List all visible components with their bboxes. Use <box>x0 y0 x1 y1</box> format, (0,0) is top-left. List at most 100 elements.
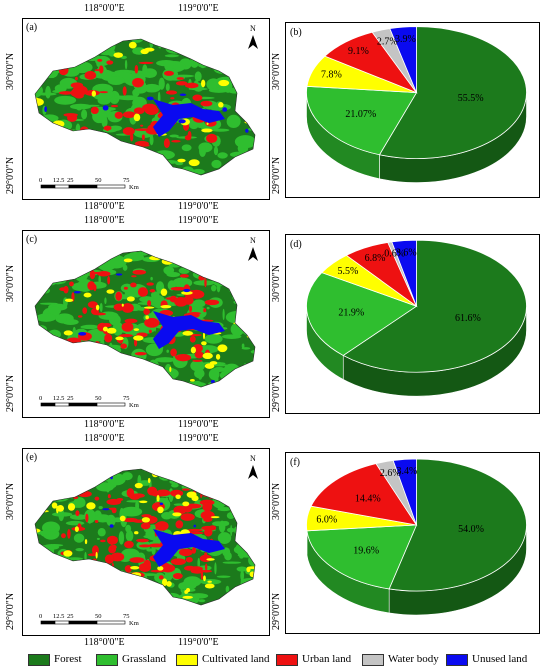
legend-swatch-grassland <box>96 654 118 666</box>
legend: Forest Grassland Cultivated land Urban l… <box>0 648 550 672</box>
pie-chart-d: 61.6% 21.9% 5.5% 6.8%0.6%3.6% <box>306 239 527 397</box>
lat-left-label: 29°0'0"N <box>5 592 16 630</box>
north-arrow-icon: N <box>248 454 258 479</box>
pie-data-label-grassland: 19.6% <box>353 546 379 557</box>
panel-label-f: (f) <box>290 457 300 468</box>
north-arrow-icon: N <box>248 236 258 261</box>
map-panel-1: (c) N 0 12.5 25 50 75 Km <box>22 230 270 418</box>
scale-tick-label: 75 <box>123 613 130 620</box>
pie-slice-unused <box>391 239 417 307</box>
lat-right-label: 29°0'0"N <box>271 592 282 630</box>
lon-bottom-label: 118°0'0"E <box>84 637 125 648</box>
svg-text:N: N <box>250 454 256 463</box>
north-arrow-icon: N <box>248 24 258 49</box>
panel-label-map-0: (a) <box>26 22 38 33</box>
scale-unit: Km <box>129 184 139 191</box>
pie-slice-forest <box>388 458 527 592</box>
legend-label-cultivated: Cultivated land <box>202 653 270 665</box>
svg-text:N: N <box>250 236 256 245</box>
lat-left-label: 30°0'0"N <box>5 482 16 520</box>
pie-data-label-urban: 6.8% <box>365 253 386 264</box>
pie-data-label-cultivated: 6.0% <box>316 515 337 526</box>
legend-swatch-unused <box>446 654 468 666</box>
pie-data-label-forest: 54.0% <box>458 524 484 535</box>
pie-data-label-urban: 14.4% <box>355 493 381 504</box>
legend-label-forest: Forest <box>54 653 82 665</box>
panel-label-map-1: (c) <box>26 234 38 245</box>
legend-label-grassland: Grassland <box>122 653 166 665</box>
map-panel-0: (a) N 0 12.5 25 50 75 Km <box>22 18 270 200</box>
legend-label-water: Water body <box>388 653 439 665</box>
pie-panel-d: (d) 61.6% 21.9% 5.5% 6.8% 0.6% 3.6% <box>285 234 540 414</box>
pie-slice-forest <box>342 239 527 373</box>
lat-left-label: 30°0'0"N <box>5 264 16 302</box>
scale-tick-label: 50 <box>95 395 102 402</box>
pie-data-label-unused: 3.4% <box>396 466 417 477</box>
scale-tick-label: 12.5 <box>53 177 64 184</box>
lon-top-label: 118°0'0"E <box>84 215 125 226</box>
pie-panel-b: (b) 55.5% 21.07% 7.8% 9.1% 2.7% 3.9% <box>285 22 540 198</box>
pie-data-label-forest: 55.5% <box>458 93 484 104</box>
legend-swatch-water <box>362 654 384 666</box>
lat-right-label: 30°0'0"N <box>271 482 282 520</box>
lon-top-label: 118°0'0"E <box>84 433 125 444</box>
pie-data-label-water: 2.7% <box>377 36 398 47</box>
scale-tick-label: 75 <box>123 177 130 184</box>
lon-top-label: 119°0'0"E <box>178 3 219 14</box>
svg-text:N: N <box>250 24 256 33</box>
pie-slice-grassland <box>306 272 418 356</box>
scale-tick-label: 50 <box>95 613 102 620</box>
pie-slice-unused <box>392 458 417 526</box>
legend-swatch-urban <box>276 654 298 666</box>
pie-slice-urban <box>310 463 418 526</box>
lat-left-label: 29°0'0"N <box>5 374 16 412</box>
pie-slice-unused <box>389 26 417 93</box>
scale-tick-label: 25 <box>67 177 74 184</box>
scale-tick-label: 25 <box>67 613 74 620</box>
pie-data-label-grassland: 21.9% <box>338 307 364 318</box>
scale-unit: Km <box>129 402 139 409</box>
scale-tick-label: 12.5 <box>53 395 64 402</box>
panel-label-d: (d) <box>290 239 302 250</box>
pie-data-label-cultivated: 7.8% <box>321 70 342 81</box>
panel-label-b: (b) <box>290 27 302 38</box>
pie-chart-f: 54.0% 19.6% 6.0% 14.4% 2.6%3.4% <box>306 458 527 616</box>
pie-data-label-cultivated: 5.5% <box>337 266 358 277</box>
map-panel-2: (e) N 0 12.5 25 50 75 Km <box>22 448 270 636</box>
pie-data-label-water: 0.6% <box>384 249 405 260</box>
lon-bottom-label: 118°0'0"E <box>84 201 125 212</box>
legend-label-urban: Urban land <box>302 653 352 665</box>
lat-right-label: 29°0'0"N <box>271 374 282 412</box>
pie-data-label-forest: 61.6% <box>455 313 481 324</box>
lat-left-label: 29°0'0"N <box>5 156 16 194</box>
lon-top-label: 119°0'0"E <box>178 215 219 226</box>
lat-left-label: 30°0'0"N <box>5 52 16 90</box>
lat-right-label: 30°0'0"N <box>271 52 282 90</box>
pie-slice-grassland <box>306 524 418 590</box>
lat-right-label: 29°0'0"N <box>271 156 282 194</box>
pie-data-label-water: 2.6% <box>380 468 401 479</box>
scale-tick-label: 12.5 <box>53 613 64 620</box>
lon-top-label: 118°0'0"E <box>84 3 125 14</box>
pie-panel-f: (f) 54.0% 19.6% 6.0% 14.4% 2.6% 3.4% <box>285 452 540 634</box>
pie-data-label-grassland: 21.07% <box>345 109 376 120</box>
pie-slice-grassland <box>306 85 418 156</box>
pie-chart-b: 55.5% 21.07% 7.8% 9.1% 2.7%3.9% <box>306 26 527 183</box>
legend-swatch-forest <box>28 654 50 666</box>
scale-tick-label: 0 <box>39 613 42 620</box>
pie-data-label-unused: 3.6% <box>396 247 417 258</box>
lon-bottom-label: 119°0'0"E <box>178 419 219 430</box>
lon-bottom-label: 119°0'0"E <box>178 201 219 212</box>
pie-data-label-urban: 9.1% <box>348 46 369 57</box>
scale-tick-label: 0 <box>39 177 42 184</box>
legend-swatch-cultivated <box>176 654 198 666</box>
panel-label-map-2: (e) <box>26 452 38 463</box>
lon-bottom-label: 118°0'0"E <box>84 419 125 430</box>
scale-unit: Km <box>129 620 139 627</box>
pie-slice-forest <box>378 26 527 159</box>
